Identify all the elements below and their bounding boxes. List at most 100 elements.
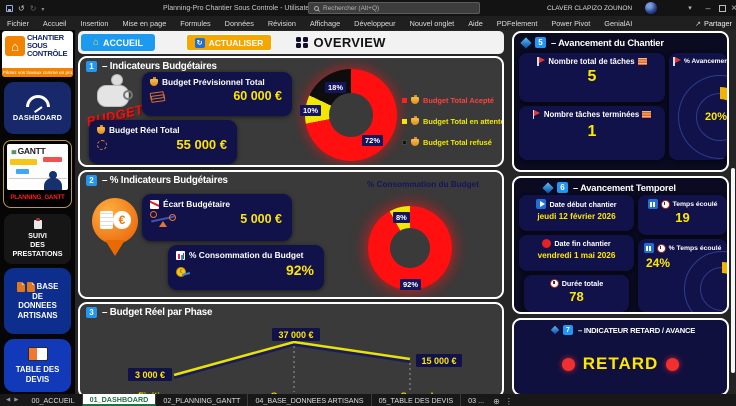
undo-icon[interactable]: [18, 4, 25, 13]
redo-icon[interactable]: [30, 4, 37, 13]
sidebar-item-planning-gantt[interactable]: GANTT PLANNING_GANTT: [3, 140, 72, 208]
ribbon-tab-fichier[interactable]: Fichier: [7, 18, 29, 28]
section-title: – INDICATEUR RETARD / AVANCE: [578, 325, 696, 335]
overview-title: OVERVIEW: [313, 35, 386, 50]
kpi-consommation-budget: % Consommation du Budget 92%: [168, 245, 324, 290]
search-box[interactable]: [308, 2, 480, 14]
close-icon[interactable]: [726, 0, 736, 16]
flag-icon: [673, 57, 681, 66]
phase-line-chart: 3 000 € 37 000 € 15 000 € Finitions Gros…: [128, 328, 463, 398]
pause-icon: [647, 199, 658, 209]
search-icon: [314, 5, 319, 11]
magnifier-icon: [123, 90, 133, 100]
notebook-icon: [27, 347, 48, 362]
sheet-tab-bar: ◀ ▶ 00_ACCUEIL 01_DASHBOARD 02_PLANNING_…: [0, 394, 736, 406]
clock-icon: [656, 243, 666, 253]
ribbon-tab-affichage[interactable]: Affichage: [309, 18, 341, 28]
logo-card: CHANTIER SOUS CONTRÔLE Pilotez vos trava…: [2, 31, 73, 77]
home-icon: [5, 36, 25, 56]
sidebar-item-dashboard[interactable]: DASHBOARD: [4, 82, 71, 134]
ribbon-tab-developpeur[interactable]: Développeur: [354, 18, 396, 28]
ribbon-tab-power-pivot[interactable]: Power Pivot: [551, 18, 591, 28]
sheet-tab-table-devis[interactable]: 05_TABLE DES DEVIS: [372, 394, 462, 406]
qat-customize-icon[interactable]: [41, 4, 44, 13]
panel-avancement-chantier: 5 – Avancement du Chantier Nombre total …: [512, 31, 729, 172]
kpi-pct-temps-ecoule: % Temps écoulé 24%: [638, 239, 727, 312]
clipboard-icon: [33, 218, 42, 229]
vertical-scrollbar-thumb[interactable]: [731, 168, 735, 373]
ribbon-tab-insertion[interactable]: Insertion: [80, 18, 109, 28]
sheet-tab-03[interactable]: 03 ...: [468, 395, 485, 405]
maximize-icon[interactable]: [714, 0, 730, 16]
legend-swatch: [402, 98, 407, 103]
kpi-temps-ecoule: Temps écoulé 19: [638, 195, 727, 235]
sheet-tab-accueil[interactable]: 00_ACCUEIL: [24, 394, 83, 406]
ribbon-tab-revision[interactable]: Révision: [267, 18, 296, 28]
sheet-tab-planning-gantt[interactable]: 02_PLANNING_GANTT: [156, 394, 249, 406]
avatar[interactable]: [645, 2, 657, 14]
overview-grid-icon: [296, 36, 308, 49]
ribbon-tab-pdfelement[interactable]: PDFelement: [496, 18, 538, 28]
gantt-bar-red: [43, 157, 62, 162]
coin-hand-icon: [176, 265, 190, 277]
search-input[interactable]: [323, 4, 474, 12]
panel-pct-indicateurs: 2 – % Indicateurs Budgétaires Écart Budg…: [78, 170, 504, 299]
window-title: Planning-Pro Chantier Sous Controle - Ut…: [163, 4, 339, 12]
section-number-badge: 7: [563, 325, 573, 335]
chart-title: % Consommation du Budget: [367, 180, 479, 189]
gantt-bar-yellow: [10, 159, 37, 165]
svg-text:3 000 €: 3 000 €: [135, 370, 165, 380]
section-title: – Budget Réel par Phase: [102, 307, 213, 318]
sheet-nav-right-icon[interactable]: ▶: [14, 397, 19, 403]
ribbon-tab-aide[interactable]: Aide: [468, 18, 483, 28]
ribbon-tab-donnees[interactable]: Données: [224, 18, 254, 28]
consommation-donut-chart: [368, 206, 452, 290]
sheet-nav-left-icon[interactable]: ◀: [6, 397, 11, 403]
kpi-date-debut: Date début chantier jeudi 12 février 202…: [519, 195, 634, 231]
sheet-tab-base-donnees[interactable]: 04_BASE_DONNEES ARTISANS: [248, 394, 372, 406]
document-icon: [26, 281, 35, 292]
pie-label-attente: 10%: [300, 105, 322, 116]
sidebar-item-suivi-prestations[interactable]: SUIVI DES PRESTATIONS: [4, 214, 71, 264]
save-icon[interactable]: [6, 4, 13, 12]
section-title: – % Indicateurs Budgétaires: [102, 175, 228, 186]
logo-tagline: Pilotez vos travaux comme un pro: [2, 68, 73, 77]
gantt-thumbnail: GANTT: [7, 144, 68, 190]
pie-label-refuse: 18%: [325, 82, 347, 93]
status-badge: RETARD: [582, 354, 659, 373]
sheet-tab-dashboard[interactable]: 01_DASHBOARD: [82, 394, 157, 406]
sidebar-item-table-des-devis[interactable]: TABLE DES DEVIS: [4, 339, 71, 392]
legend-swatch: [402, 140, 407, 145]
sidebar-item-base-donnees-artisans[interactable]: BASE DE DONNEES ARTISANS: [4, 268, 71, 334]
section-title: – Avancement Temporel: [573, 182, 676, 193]
flag-icon: [532, 110, 541, 119]
svg-text:Finitions: Finitions: [138, 391, 176, 398]
ribbon-tab-formules[interactable]: Formules: [180, 18, 211, 28]
section-number-badge: 3: [86, 307, 97, 318]
play-icon: [536, 199, 547, 209]
ribbon-tab-genialai[interactable]: GenialAI: [604, 18, 633, 28]
ribbon-tab-nouvel-onglet[interactable]: Nouvel onglet: [409, 18, 455, 28]
dashboard-toolbar: ACCUEIL ACTUALISER OVERVIEW: [78, 31, 504, 54]
section-number-badge: 1: [86, 61, 97, 72]
euro-icon: [113, 211, 131, 229]
pie-label-restant: 8%: [393, 212, 410, 223]
accueil-button[interactable]: ACCUEIL: [81, 34, 155, 51]
moneybag-icon: [411, 137, 419, 146]
sheet-menu-icon[interactable]: [505, 391, 513, 406]
ribbon-tab-mise-en-page[interactable]: Mise en page: [122, 18, 167, 28]
donut-legend: Budget Total Acepté Budget Total en atte…: [402, 95, 502, 147]
moneybag-icon: [97, 124, 105, 134]
ribbon-options-icon[interactable]: [682, 0, 698, 16]
new-sheet-icon[interactable]: [493, 391, 500, 406]
clock-icon: [660, 199, 670, 209]
legend-swatch: [402, 119, 407, 124]
actualiser-button[interactable]: ACTUALISER: [186, 34, 272, 51]
ribbon-tab-accueil[interactable]: Accueil: [42, 18, 67, 28]
share-button[interactable]: Partager: [695, 16, 732, 30]
red-status-icon: [666, 357, 680, 371]
vertical-scrollbar[interactable]: [730, 30, 736, 394]
gauge-avancement-card: % Avancement 20%: [669, 53, 727, 160]
legend-item: Budget Total Acepté: [402, 95, 502, 105]
